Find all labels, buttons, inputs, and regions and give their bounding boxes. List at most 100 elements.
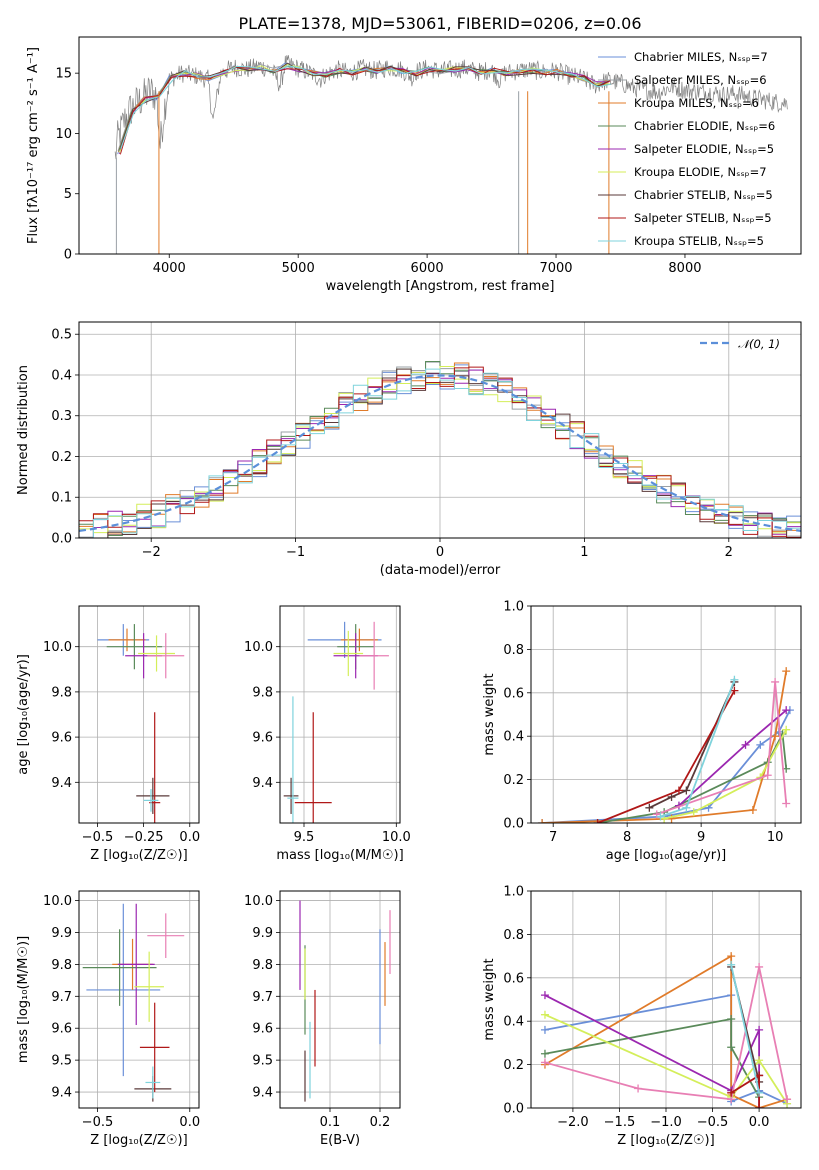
y-tick-label: 10.0: [43, 894, 72, 909]
x-tick-label: 8000: [668, 261, 701, 276]
x-tick-label: −1.0: [650, 1115, 682, 1130]
axes-frame: [78, 890, 200, 1109]
series-marker: [755, 962, 764, 971]
y-tick-label: 9.6: [252, 1022, 273, 1037]
y-tick-label: 9.4: [51, 776, 72, 791]
x-tick-label: 0.0: [179, 830, 200, 845]
series-marker: [748, 805, 757, 814]
series-marker: [682, 803, 691, 812]
panel-spectrum: 4000 5000 6000 7000 8000 0 5 10 15 wavelength [An…: [26, 36, 802, 294]
legend: Chabrier MILES, Nₛₛₚ=7 Salpeter MILES, Nₛ…: [598, 50, 775, 248]
legend-label: 𝒩(0, 1): [738, 337, 780, 351]
errorbar-point: [106, 624, 163, 670]
axes-frame: [279, 890, 401, 1109]
series-marker: [727, 1043, 736, 1052]
errorbar-point: [86, 903, 161, 1077]
series-marker: [755, 1025, 764, 1034]
series-marker: [730, 675, 739, 684]
y-tick-label: 9.6: [51, 731, 72, 746]
x-tick-label: 10: [767, 830, 784, 845]
series-line: [544, 1017, 760, 1098]
x-axis-label: age [log₁₀(age/yr)]: [606, 848, 727, 863]
errorbar-point: [340, 628, 378, 652]
series-line: [597, 690, 736, 823]
y-tick-label: 9.9: [252, 926, 273, 941]
y-tick-label: 9.7: [252, 990, 273, 1005]
x-tick-label: 9.5: [294, 830, 315, 845]
series-marker: [782, 725, 791, 734]
x-tick-label: 4000: [153, 261, 186, 276]
plot-area: [114, 55, 788, 254]
x-axis-label: (data-model)/error: [380, 563, 501, 578]
plot-area: [299, 900, 391, 1102]
series-marker: [727, 952, 736, 961]
axes-frame: [78, 605, 200, 824]
panel-mass-vs-ebv: 0.1 0.2 9.4 9.5 9.6 9.7 9.8 9.9 10.0 E(B-V): [244, 890, 401, 1148]
series-marker: [755, 1104, 764, 1108]
series-marker: [727, 960, 736, 969]
series-marker: [782, 799, 791, 808]
x-tick-label: 2: [725, 545, 733, 560]
panel-mass-weight-vs-age: 7 8 9 10 0.0 0.2 0.4 0.6 0.8 1.0 age [log₁₀(age/yr…: [482, 600, 802, 863]
axes-frame: [78, 36, 802, 255]
panel-age-vs-Z: −0.5 −0.25 0.0 9.4 9.6 9.8 10.0 Z [log₁₀(Z/Z☉)]…: [16, 605, 200, 863]
y-tick-label: 0.4: [51, 368, 72, 383]
series-marker: [782, 706, 791, 715]
x-tick-label: 5000: [282, 261, 315, 276]
series-marker: [727, 1088, 736, 1097]
series-marker: [730, 686, 739, 695]
series-line: [544, 994, 761, 1108]
series-marker: [783, 1095, 792, 1104]
y-tick-label: 10.0: [43, 640, 72, 655]
series-marker: [756, 740, 765, 749]
y-tick-label: 0.2: [503, 1058, 524, 1073]
y-tick-label: 0.8: [503, 928, 524, 943]
series-marker: [593, 819, 602, 823]
series-line: [544, 1013, 788, 1105]
model-line: [118, 67, 610, 155]
x-axis-label: E(B-V): [320, 1133, 360, 1148]
y-tick-label: 9.5: [51, 1054, 72, 1069]
plot-area: [283, 621, 389, 823]
legend-label: Chabrier MILES, Nₛₛₚ=7: [634, 50, 768, 64]
errorbar-point: [283, 777, 299, 814]
legend-label: Chabrier ELODIE, Nₛₛₚ=6: [634, 119, 775, 133]
y-tick-label: 0.4: [503, 1015, 524, 1030]
errorbar-point: [333, 630, 364, 677]
legend-label: Kroupa MILES, Nₛₛₚ=6: [634, 96, 759, 110]
series-marker: [763, 771, 772, 780]
y-tick-label: 0.0: [51, 532, 72, 547]
series-marker: [645, 803, 654, 812]
x-tick-label: 8: [623, 830, 631, 845]
errorbar-point: [287, 696, 299, 823]
y-tick-label: 9.8: [252, 685, 273, 700]
errorbar-point: [359, 621, 389, 690]
y-tick-label: 0.6: [503, 686, 524, 701]
x-tick-label: 1: [580, 545, 588, 560]
series-marker: [755, 1088, 764, 1097]
series-marker: [689, 808, 698, 817]
plot-area: [540, 952, 792, 1108]
series-marker: [634, 1084, 643, 1093]
x-tick-label: −0.5: [697, 1115, 729, 1130]
series-marker: [540, 1010, 549, 1019]
series-marker: [667, 814, 676, 823]
series-marker: [540, 1058, 549, 1067]
y-tick-label: 0.2: [51, 450, 72, 465]
legend-label: Salpeter MILES, Nₛₛₚ=6: [634, 73, 767, 87]
y-axis-label: mass weight: [482, 958, 497, 1040]
errorbar-point: [117, 903, 155, 1026]
histogram-step: [79, 366, 801, 538]
series-marker: [656, 812, 665, 821]
y-tick-label: 0.3: [51, 409, 72, 424]
legend-label: Salpeter STELIB, Nₛₛₚ=5: [634, 211, 772, 225]
panel-mass-vs-Z: −0.5 0.0 9.4 9.5 9.6 9.7 9.8 9.9 10.0 Z [log₁₀(Z/…: [16, 890, 200, 1148]
y-tick-label: 0.6: [503, 971, 524, 986]
y-tick-label: 0.1: [51, 491, 72, 506]
y-axis-label: Flux [fλ10⁻¹⁷ erg cm⁻² s⁻¹ A⁻¹]: [26, 47, 41, 244]
panel-age-vs-mass: 9.5 10.0 9.4 9.6 9.8 10.0 mass [log₁₀(M/M☉)]: [244, 605, 411, 863]
y-tick-label: 0.2: [503, 773, 524, 788]
panel-mass-weight-vs-Z: −2.0 −1.5 −1.0 −0.5 0.0 0.0 0.2 0.4 0.6 0.8 1.0 Z […: [482, 885, 802, 1148]
x-tick-label: −1: [286, 545, 305, 560]
y-axis-label: mass [log₁₀(M/M☉)]: [16, 936, 31, 1063]
